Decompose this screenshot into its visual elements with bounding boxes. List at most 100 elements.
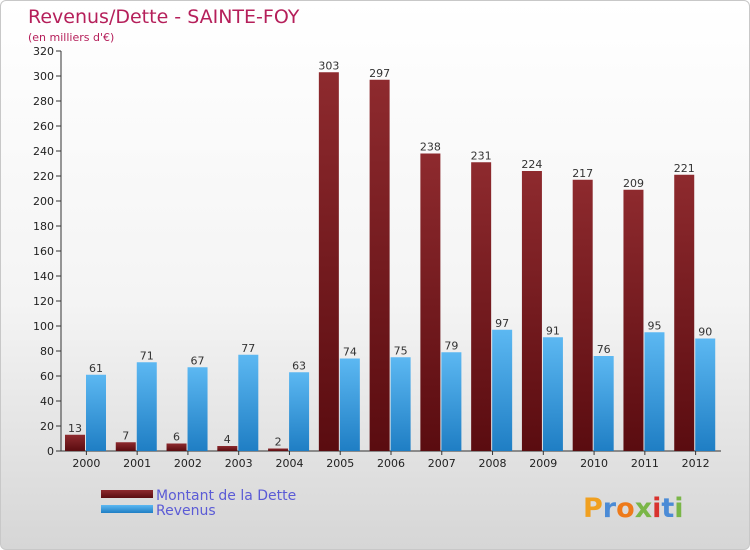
bar-revenus: [644, 332, 665, 451]
legend-label-revenus: Revenus: [156, 503, 216, 519]
x-tick-label: 2004: [275, 457, 303, 470]
x-tick-label: 2002: [174, 457, 202, 470]
bar-debt: [115, 442, 136, 451]
data-label-debt: 4: [224, 433, 231, 446]
x-tick-label: 2012: [682, 457, 710, 470]
data-label-revenus: 91: [546, 324, 560, 337]
bar-debt: [623, 189, 644, 451]
bar-revenus: [542, 337, 563, 451]
y-tick-label: 160: [33, 245, 54, 258]
x-tick-label: 2009: [529, 457, 557, 470]
data-label-revenus: 67: [191, 354, 205, 367]
data-label-debt: 217: [572, 167, 593, 180]
logo-letter: P: [583, 493, 603, 524]
y-tick-label: 300: [33, 70, 54, 83]
y-tick-label: 220: [33, 170, 54, 183]
data-label-revenus: 90: [698, 326, 712, 339]
legend-label-debt: Montant de la Dette: [156, 488, 296, 504]
x-tick-label: 2008: [479, 457, 507, 470]
y-tick-label: 40: [40, 395, 54, 408]
bar-revenus: [238, 354, 259, 451]
x-tick-label: 2003: [225, 457, 253, 470]
y-tick-label: 200: [33, 195, 54, 208]
x-tick-label: 2011: [631, 457, 659, 470]
y-tick-label: 260: [33, 120, 54, 133]
logo-letter: x: [635, 493, 652, 524]
bar-debt: [521, 171, 542, 451]
x-tick-label: 2010: [580, 457, 608, 470]
data-label-debt: 221: [674, 162, 695, 175]
y-tick-label: 20: [40, 420, 54, 433]
data-label-debt: 2: [275, 436, 282, 449]
chart-title: Revenus/Dette - SAINTE-FOY: [28, 6, 300, 28]
proxiti-logo: Proxiti: [583, 493, 684, 524]
y-tick-label: 280: [33, 95, 54, 108]
bar-debt: [268, 448, 289, 451]
bar-revenus: [492, 329, 513, 451]
data-label-revenus: 77: [241, 342, 255, 355]
data-label-revenus: 79: [444, 339, 458, 352]
bar-debt: [318, 72, 339, 451]
y-tick-label: 240: [33, 145, 54, 158]
bar-revenus: [289, 372, 310, 451]
data-label-debt: 238: [420, 141, 441, 154]
logo-letter: i: [652, 493, 661, 524]
legend-swatch-revenus: [101, 505, 153, 513]
logo-letter: o: [616, 493, 635, 524]
data-label-debt: 231: [471, 149, 492, 162]
data-label-debt: 224: [521, 158, 542, 171]
logo-letter: i: [674, 493, 683, 524]
bar-debt: [166, 443, 187, 451]
bar-debt: [369, 79, 390, 451]
bar-revenus: [593, 356, 614, 451]
bar-debt: [420, 153, 441, 451]
data-label-revenus: 75: [394, 344, 408, 357]
data-label-debt: 13: [68, 422, 82, 435]
y-tick-label: 180: [33, 220, 54, 233]
bar-debt: [572, 179, 593, 451]
chart-subtitle: (en milliers d'€): [28, 31, 114, 44]
y-tick-label: 140: [33, 270, 54, 283]
legend-swatch-debt: [101, 490, 153, 498]
y-tick-label: 120: [33, 295, 54, 308]
y-tick-label: 320: [33, 45, 54, 58]
bar-debt: [65, 434, 85, 451]
data-label-revenus: 71: [140, 349, 154, 362]
y-tick-label: 80: [40, 345, 54, 358]
x-tick-label: 2005: [326, 457, 354, 470]
bar-revenus: [695, 338, 716, 451]
logo-letter: r: [603, 493, 617, 524]
x-tick-label: 2007: [428, 457, 456, 470]
bar-revenus: [187, 367, 208, 451]
bar-debt: [471, 162, 492, 451]
x-tick-label: 2006: [377, 457, 405, 470]
data-label-debt: 6: [173, 431, 180, 444]
y-tick-label: 60: [40, 370, 54, 383]
logo-letter: t: [661, 493, 674, 524]
bar-revenus: [390, 357, 411, 451]
bars: 13 61 7 71 6 67 4 77 2 63 303 74 297 75 238 79 231 97 224 9…: [65, 59, 716, 451]
y-tick-label: 0: [47, 445, 54, 458]
bar-revenus: [136, 362, 157, 451]
data-label-debt: 7: [122, 429, 129, 442]
x-tick-label: 2001: [123, 457, 151, 470]
data-label-revenus: 76: [597, 343, 611, 356]
bar-revenus: [339, 358, 360, 451]
y-tick-label: 100: [33, 320, 54, 333]
legend: Montant de la Dette Revenus: [101, 488, 296, 519]
bar-revenus: [86, 374, 106, 451]
x-tick-label: 2000: [72, 457, 100, 470]
data-label-debt: 209: [623, 177, 644, 190]
bar-revenus: [441, 352, 462, 451]
data-label-revenus: 63: [292, 359, 306, 372]
data-label-revenus: 97: [495, 317, 509, 330]
data-label-debt: 303: [318, 59, 339, 72]
axes: 0 20 40 60 80 100 120 140 160 180 200 220 240 260 280 3…: [33, 45, 721, 470]
bar-debt: [674, 174, 695, 451]
data-label-revenus: 95: [647, 319, 661, 332]
bar-debt: [217, 446, 238, 451]
data-label-debt: 297: [369, 67, 390, 80]
data-label-revenus: 74: [343, 346, 357, 359]
